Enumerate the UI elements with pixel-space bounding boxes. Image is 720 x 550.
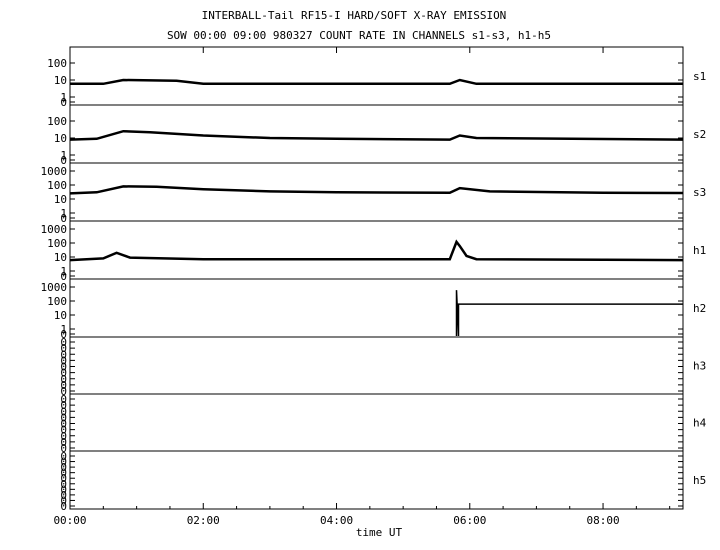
y-tick-label: 100 xyxy=(47,179,67,192)
channel-label-h2: h2 xyxy=(693,302,706,315)
panels-group: 1001010s11001010s210001001010s3100010010… xyxy=(41,46,707,513)
channel-label-s2: s2 xyxy=(693,128,706,141)
y-tick-label: 0 xyxy=(60,212,67,225)
channel-label-s3: s3 xyxy=(693,186,706,199)
channel-label-h3: h3 xyxy=(693,360,706,373)
channel-label-h5: h5 xyxy=(693,474,706,487)
y-tick-label: 100 xyxy=(47,57,67,70)
y-tick-label: 0 xyxy=(60,442,67,455)
y-tick-label: 10 xyxy=(54,251,67,264)
channel-label-s1: s1 xyxy=(693,70,706,83)
y-tick-label: 0 xyxy=(60,336,67,349)
y-tick-label: 0 xyxy=(60,467,67,480)
y-tick-label: 0 xyxy=(60,418,67,431)
series-line-s2 xyxy=(69,129,684,141)
y-tick-label: 1 xyxy=(60,91,67,104)
chart-subtitle: SOW 00:00 09:00 980327 COUNT RATE IN CHA… xyxy=(167,29,551,42)
x-tick-label: 08:00 xyxy=(586,514,619,527)
y-tick-label: 0 xyxy=(60,373,67,386)
y-tick-label: 100 xyxy=(47,295,67,308)
x-tick-label: 02:00 xyxy=(187,514,220,527)
y-tick-label: 1 xyxy=(60,207,67,220)
y-tick-label: 0 xyxy=(60,361,67,374)
series-line-h1 xyxy=(69,239,684,262)
y-tick-label: 0 xyxy=(60,494,67,507)
x-axis-label: time UT xyxy=(356,526,403,539)
y-tick-label: 1000 xyxy=(41,223,68,236)
series-line-s3 xyxy=(69,185,684,195)
y-tick-label: 0 xyxy=(60,472,67,485)
x-tick-label: 04:00 xyxy=(320,514,353,527)
y-tick-label: 10 xyxy=(54,74,67,87)
y-tick-label: 0 xyxy=(60,385,67,398)
y-tick-label: 0 xyxy=(60,154,67,167)
y-tick-label: 0 xyxy=(60,354,67,367)
y-tick-label: 0 xyxy=(60,424,67,437)
panel-s2: 100 10 10 s2 xyxy=(47,104,706,167)
series-line-h2 xyxy=(455,290,683,337)
y-tick-label: 1 xyxy=(60,265,67,278)
y-tick-label: 1 xyxy=(60,149,67,162)
y-tick-label: 0 xyxy=(60,411,67,424)
channel-label-h4: h4 xyxy=(693,417,707,430)
y-tick-label: 0 xyxy=(60,379,67,392)
y-tick-label: 0 xyxy=(60,500,67,513)
y-tick-label: 10 xyxy=(54,193,67,206)
y-tick-label: 0 xyxy=(60,461,67,474)
y-tick-label: 0 xyxy=(60,342,67,355)
series-line-s1 xyxy=(70,78,683,86)
y-tick-label: 0 xyxy=(60,489,67,502)
y-tick-label: 0 xyxy=(60,436,67,449)
x-tick-label: 06:00 xyxy=(453,514,486,527)
y-tick-label: 0 xyxy=(60,405,67,418)
y-tick-label: 10 xyxy=(54,309,67,322)
y-tick-label: 100 xyxy=(47,237,67,250)
y-tick-label: 0 xyxy=(60,430,67,443)
y-tick-label: 100 xyxy=(47,115,67,128)
y-tick-label: 1000 xyxy=(41,281,68,294)
y-tick-label: 0 xyxy=(60,367,67,380)
y-tick-label: 0 xyxy=(60,393,67,406)
y-tick-label: 0 xyxy=(60,478,67,491)
y-tick-label: 1000 xyxy=(41,165,68,178)
y-tick-label: 0 xyxy=(60,96,67,109)
x-tick-label: 00:00 xyxy=(53,514,86,527)
x-axis: 00:00 02:00 04:00 06:00 08:00 xyxy=(53,47,671,527)
y-tick-label: 0 xyxy=(60,450,67,463)
y-tick-label: 0 xyxy=(60,456,67,469)
y-tick-label: 0 xyxy=(60,399,67,412)
y-tick-label: 0 xyxy=(60,270,67,283)
y-tick-label: 1 xyxy=(60,323,67,336)
y-tick-label: 0 xyxy=(60,348,67,361)
channel-label-h1: h1 xyxy=(693,244,706,257)
panel-s1: 100 10 10 s1 xyxy=(47,57,706,109)
chart-title: INTERBALL-Tail RF15-I HARD/SOFT X-RAY EM… xyxy=(202,9,507,22)
plot-frame xyxy=(69,46,684,510)
y-tick-label: 0 xyxy=(60,328,67,341)
y-tick-label: 10 xyxy=(54,132,67,145)
y-tick-label: 0 xyxy=(60,483,67,496)
